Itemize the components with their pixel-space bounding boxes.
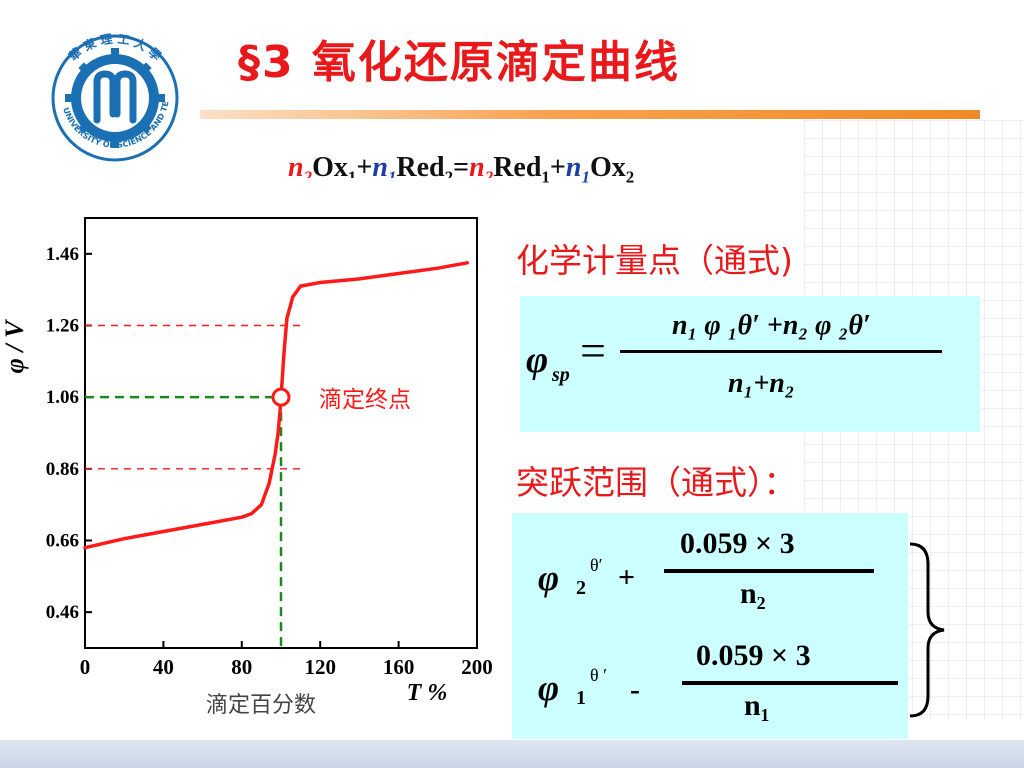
right-brace (909, 542, 945, 718)
upper-plus: + (618, 561, 636, 594)
footer-band (0, 740, 1024, 768)
phi2-superscript: θ′ (590, 555, 603, 575)
page-title: §3 氧化还原滴定曲线 (238, 37, 680, 88)
x-tick-label: 160 (383, 655, 415, 679)
phi-sp-symbol: φ (526, 339, 549, 381)
university-logo: 華 東 理 工 大 學 EAST CHINA UNIVERSITY OF SCI… (36, 13, 190, 170)
sp-fraction-bar (620, 350, 942, 353)
chart-svg: 0.46 0.66 0.86 1.06 1.26 1.46 0 40 80 120 160 200 滴定… (3, 217, 493, 718)
sp-heading: 化学计量点（通式) (516, 241, 793, 280)
lower-fraction-bar (682, 681, 898, 685)
phi1-superscript: θ ′ (590, 665, 608, 685)
lower-minus: - (630, 673, 640, 706)
y-tick-label: 1.06 (46, 387, 79, 408)
lower-denominator: n₁ (744, 689, 770, 722)
x-tick-label: 120 (304, 655, 336, 679)
x-tick-label: 40 (153, 655, 174, 679)
coef-n1: n (372, 152, 388, 183)
phi-sp-subscript: sp (552, 364, 570, 386)
endpoint-label: 滴定终点 (319, 387, 411, 413)
phi1-symbol: φ (538, 668, 560, 708)
y-tick-label: 0.46 (46, 602, 79, 623)
x-tick-label: 80 (231, 655, 252, 679)
sp-denominator: n₁+n₂ (728, 368, 795, 399)
x-tick-label: 0 (80, 655, 91, 679)
phi2-subscript: 2 (576, 577, 586, 599)
coef-n2: n (288, 152, 304, 183)
x-axis-title: 滴定百分数 (206, 693, 316, 718)
sp-numerator: n₁ φ ₁θ′ +n₂ φ ₂θ′ (672, 310, 871, 341)
upper-numerator: 0.059 × 3 (680, 527, 795, 560)
plot-frame (84, 217, 478, 649)
lower-numerator: 0.059 × 3 (696, 639, 811, 672)
reaction-equation: n2Ox1+n1Red2=n2Red1+n1Ox2 (288, 152, 635, 187)
jump-heading: 突跃范围（通式）： (516, 463, 797, 502)
y-tick-label: 0.86 (46, 459, 79, 480)
titration-curve-chart: 0.46 0.66 0.86 1.06 1.26 1.46 0 40 80 120 160 200 滴定… (3, 178, 499, 738)
phi1-subscript: 1 (576, 687, 586, 709)
phi2-symbol: φ (538, 558, 560, 598)
x-tick-label: 200 (461, 655, 493, 679)
upper-denominator: n₂ (740, 577, 766, 610)
x-axis-unit: T % (407, 680, 448, 706)
title-underline (200, 110, 980, 119)
sp-formula-box: φ sp = n₁ φ ₁θ′ +n₂ φ ₂θ′ n₁+n₂ (520, 296, 980, 432)
upper-fraction-bar (664, 569, 874, 573)
endpoint-marker (271, 387, 291, 407)
y-axis-title: φ / V (3, 318, 29, 373)
jump-formula-box: φ 2 θ′ + 0.059 × 3 n₂ φ 1 θ ′ - 0.059 × … (512, 513, 908, 739)
y-tick-label: 1.46 (46, 244, 79, 265)
y-tick-label: 1.26 (46, 316, 79, 337)
equals-sign: = (580, 325, 606, 376)
y-tick-label: 0.66 (46, 531, 79, 552)
